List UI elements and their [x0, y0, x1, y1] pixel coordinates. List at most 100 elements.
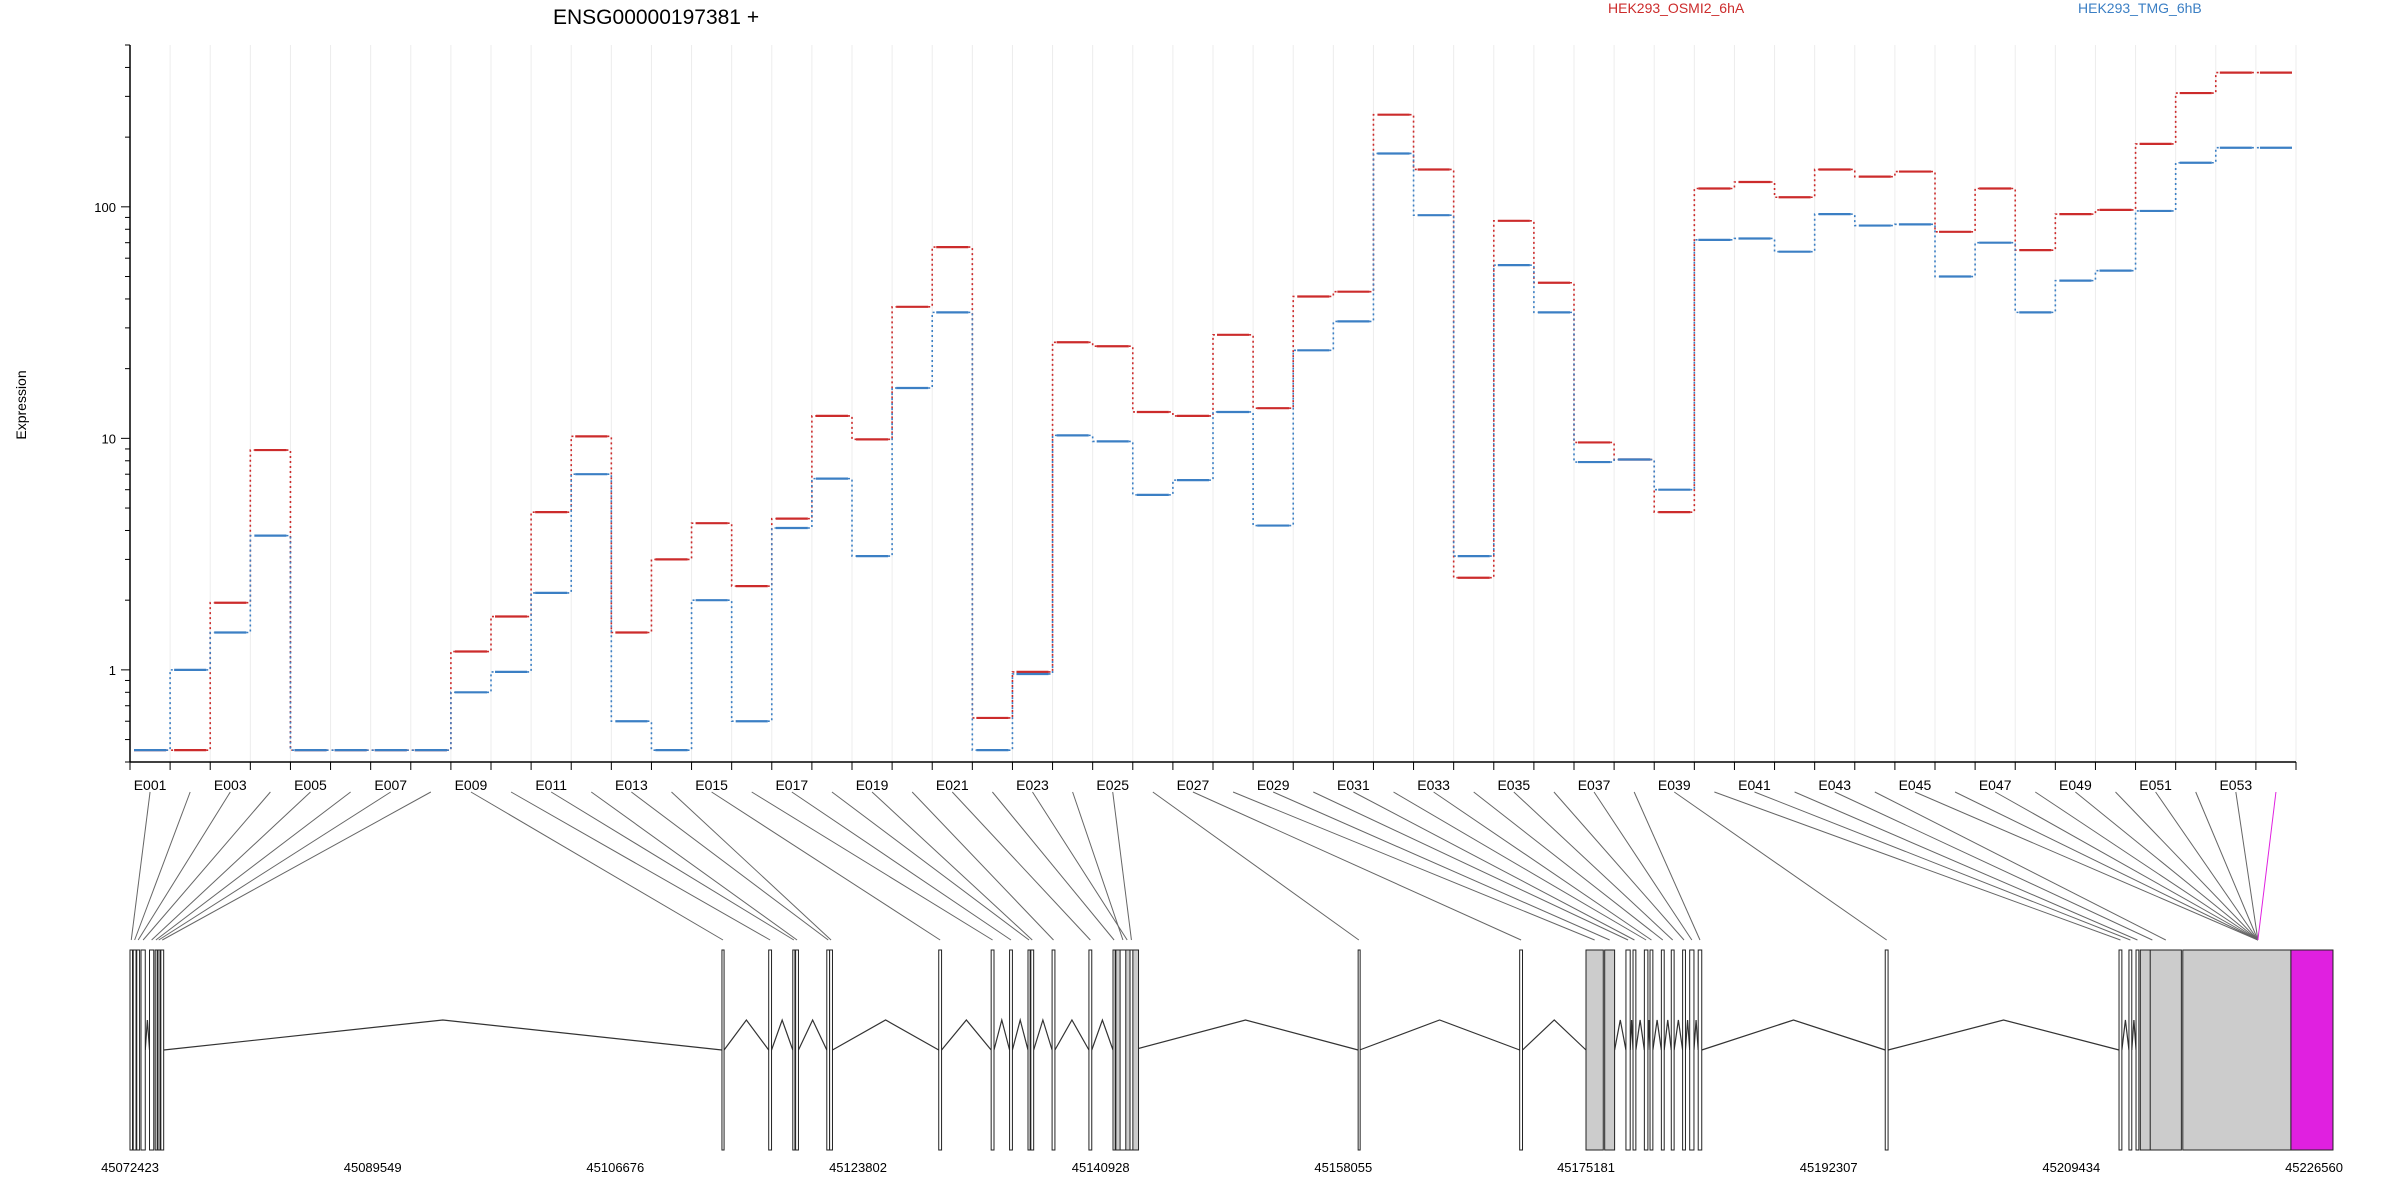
series-connector [1128, 345, 1137, 413]
exon-box [154, 949, 158, 1151]
exon-connector-line [1393, 791, 1647, 941]
exon-connector-line [911, 791, 1054, 941]
series-connector [527, 592, 536, 673]
coordinate-label: 45175181 [1557, 1160, 1615, 1175]
exon-box [1649, 949, 1654, 1151]
intron-line [1684, 1019, 1691, 1051]
exon-tick-label: E029 [1257, 777, 1290, 793]
y-tick-label: 100 [94, 200, 116, 215]
exon-connector-line [751, 791, 993, 941]
exon-box [721, 949, 725, 1151]
exon-box [1129, 949, 1134, 1151]
exon-tick-label: E011 [535, 777, 567, 793]
exon-box [1030, 949, 1035, 1151]
series-connector [1690, 239, 1699, 491]
intron-line [1693, 1019, 1699, 1051]
series-connector [767, 527, 776, 723]
series-connector [2131, 210, 2140, 272]
exon-box [1088, 949, 1093, 1151]
exon-connector-line [1313, 791, 1629, 941]
exon-connector-line [631, 791, 829, 941]
series-connector [928, 246, 937, 308]
exon-connector-line [1994, 791, 2259, 941]
intron-line [941, 1019, 992, 1051]
exon-tick-label: E009 [455, 777, 488, 793]
series-connector [1168, 479, 1177, 496]
exon-connector-line [791, 791, 1012, 941]
exon-box [1115, 949, 1140, 1151]
intron-line [2131, 1019, 2137, 1051]
intron-line [1673, 1019, 1684, 1051]
series-connector [888, 305, 897, 441]
intron-line [1033, 1017, 1053, 1051]
exon-connector-line [134, 791, 191, 941]
exon-box [1625, 949, 1631, 1151]
exon-tick-label: E035 [1497, 777, 1530, 793]
series-connector [2091, 209, 2100, 215]
exon-box [1643, 949, 1649, 1151]
series-connector [1930, 170, 1940, 233]
series-connector [1890, 223, 1899, 227]
series-connector [1289, 349, 1298, 527]
series-connector [1690, 187, 1699, 513]
exon-tick-label: E015 [695, 777, 728, 793]
exon-connector-line [1513, 791, 1674, 941]
gene-model [129, 949, 2334, 1151]
series-HEK293_TMG_6hB [134, 146, 2292, 752]
exon-connector-line [1232, 791, 1595, 941]
exon-connector-line [1954, 791, 2259, 941]
series-connector [647, 558, 656, 634]
series-connector [1770, 237, 1779, 253]
exon-tick-label: E053 [2219, 777, 2252, 793]
exon-connector-line [1032, 791, 1128, 941]
exon-connector-line [137, 791, 231, 941]
intron-line [144, 1019, 151, 1051]
exon-connector-line [1353, 791, 1635, 941]
series-connector [1971, 187, 1980, 233]
exon-box [1112, 949, 1116, 1151]
exon-tick-label: E041 [1738, 777, 1771, 793]
exon-connector-line [2075, 791, 2259, 941]
series-connector [166, 669, 175, 751]
exon-connector-line [151, 791, 311, 941]
intron-line [723, 1018, 770, 1051]
intron-line [1359, 1019, 1520, 1051]
exon-connector-line [1834, 791, 2153, 941]
series-connector [486, 615, 496, 653]
exon-box [129, 949, 134, 1151]
exon-connector-line [1112, 791, 1132, 941]
exon-box [160, 949, 165, 1151]
exon-box [1357, 949, 1361, 1151]
exon-connector-line [1152, 791, 1360, 941]
exon-box [2128, 949, 2133, 1151]
series-connector [567, 435, 576, 513]
exon-connector-line [1633, 791, 1701, 941]
exon-tick-label: E051 [2139, 777, 2172, 793]
exon-connector-line [1673, 791, 1887, 941]
series-connector [2011, 241, 2020, 314]
exon-connector-line [831, 791, 1030, 941]
exon-connector-line [470, 791, 724, 941]
exon-connector-line [1914, 791, 2259, 941]
series-connector [1449, 214, 1458, 557]
intron-line [832, 1019, 940, 1051]
intron-line [1011, 1017, 1029, 1051]
exon-connector-line [2195, 791, 2259, 941]
exon-connector-line [550, 791, 795, 941]
coordinate-label: 45192307 [1800, 1160, 1858, 1175]
exon-box [149, 949, 155, 1151]
exon-connector-line [1272, 791, 1610, 941]
exon-box [1051, 949, 1056, 1151]
exon-box [1027, 949, 1031, 1151]
coordinate-label: 45158055 [1314, 1160, 1372, 1175]
series-connector [1890, 170, 1899, 178]
exon-connector-line [1553, 791, 1685, 941]
coordinate-label: 45226560 [2285, 1160, 2343, 1175]
series-connector [928, 311, 937, 389]
exon-connector-line [158, 791, 391, 941]
coordinate-label: 45072423 [101, 1160, 159, 1175]
series-connector [687, 599, 696, 751]
exon-box [136, 949, 141, 1151]
series-connector [968, 246, 977, 719]
exon-connector-line [130, 791, 151, 941]
